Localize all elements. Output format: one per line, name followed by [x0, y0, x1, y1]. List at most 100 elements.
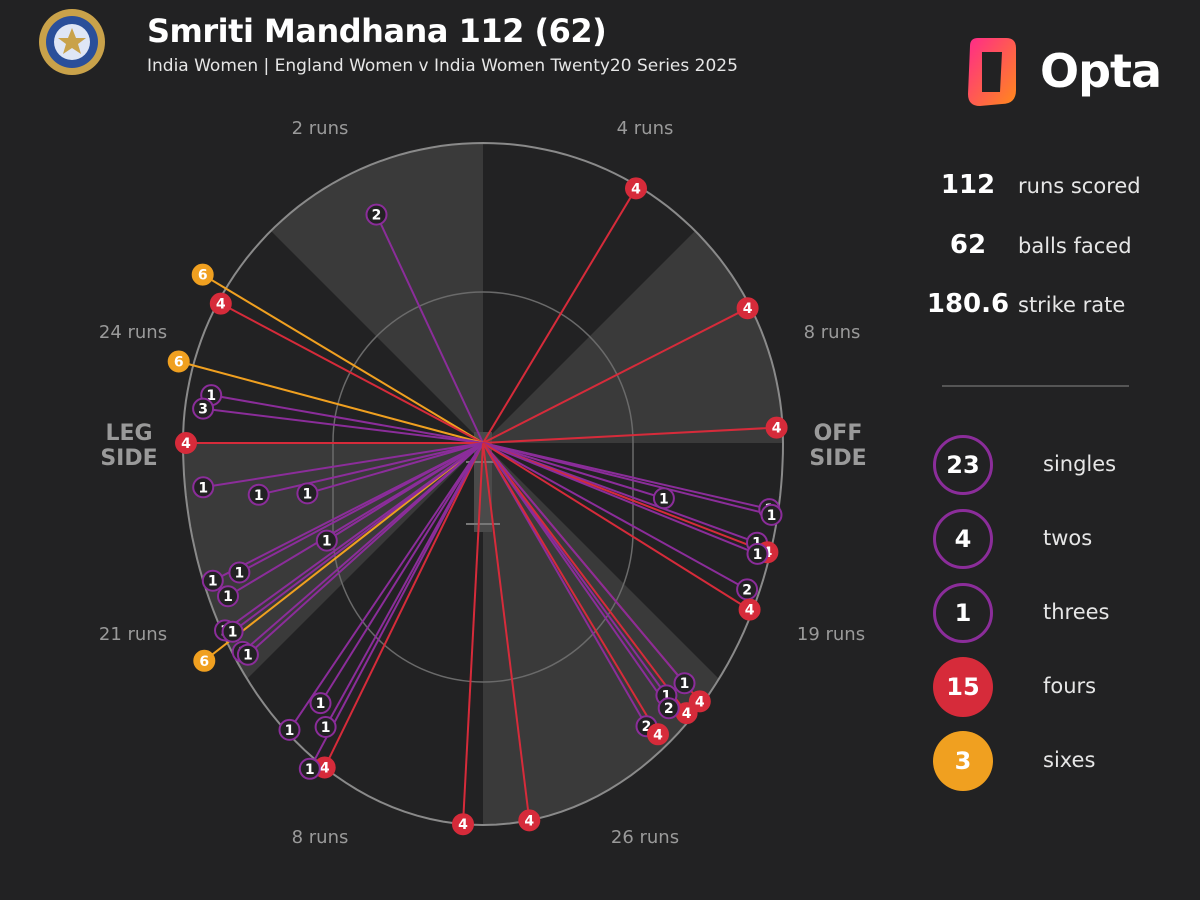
shot-line [482, 442, 665, 500]
shot-runs-label: 1 [223, 589, 233, 605]
shot-runs-label: 4 [653, 727, 663, 743]
wagon-wheel-chart: 2444646134111111161111111414411114124411… [99, 118, 867, 848]
shot-marker [765, 416, 788, 439]
shot-runs-label: 4 [772, 421, 782, 437]
shot-runs-label: 4 [695, 694, 705, 710]
stat-label: runs scored [1018, 174, 1141, 198]
shot-line [482, 307, 749, 444]
shot-marker [365, 203, 388, 226]
shot-runs-label: 1 [303, 486, 313, 502]
shot-runs-label: 6 [199, 654, 209, 670]
legend-row-sixes: 3 sixes [933, 731, 1163, 797]
stat-row: 112 runs scored [920, 170, 1160, 210]
shot-runs-label: 3 [198, 402, 208, 418]
shot-line [247, 442, 484, 656]
shot-marker [760, 503, 783, 526]
legend-label: threes [1043, 600, 1110, 624]
shot-runs-label: 2 [664, 701, 674, 717]
shot-line [308, 442, 484, 770]
shot-line [202, 273, 484, 444]
off-side-label: SIDE [809, 446, 866, 471]
shot-marker [217, 585, 239, 608]
shot-line [307, 442, 484, 495]
shot-line [326, 442, 484, 542]
shot-runs-label: 1 [208, 574, 218, 590]
shot-marker [167, 350, 190, 373]
shot-runs-label: 1 [254, 488, 264, 504]
shot-line [178, 360, 484, 444]
shot-runs-label: 6 [174, 355, 184, 371]
shot-marker [518, 809, 541, 832]
shot-marker [221, 620, 244, 643]
shot-line [482, 442, 748, 591]
legend-count: 15 [933, 657, 993, 717]
shot-line [211, 394, 484, 444]
shot-marker [296, 482, 319, 505]
shot-line [482, 442, 686, 684]
shot-marker [192, 476, 215, 499]
legend-count: 23 [933, 435, 993, 495]
shot-marker [452, 813, 474, 836]
legend-count: 3 [933, 731, 993, 791]
shot-marker [236, 643, 259, 666]
off-side-label: OFF [814, 421, 863, 446]
shot-runs-label: 1 [322, 534, 332, 550]
shot-marker [647, 723, 669, 746]
shot-line [375, 214, 484, 444]
shot-line [203, 442, 484, 662]
shot-line [203, 442, 484, 489]
stat-label: balls faced [1018, 234, 1132, 258]
stat-row: 62 balls faced [920, 230, 1160, 270]
shot-line [482, 426, 777, 444]
leg-side-label: SIDE [100, 446, 157, 471]
legend-label: sixes [1043, 748, 1096, 772]
stat-label: strike rate [1018, 293, 1126, 317]
sector-shade-straight-leg [270, 143, 483, 443]
shot-runs-label: 4 [320, 761, 330, 777]
bcci-logo-icon [39, 9, 105, 75]
sector-runs-label: 2 runs [292, 118, 349, 139]
shot-runs-label: 4 [743, 301, 753, 317]
shot-runs-label: 1 [680, 676, 690, 692]
shot-line [482, 442, 772, 516]
shot-line [258, 442, 484, 496]
shot-marker [625, 177, 647, 200]
shot-marker [209, 292, 232, 315]
shot-runs-label: 2 [742, 582, 752, 598]
shot-marker [298, 757, 321, 780]
shot-line [482, 442, 659, 735]
legend-row-threes: 1 threes [933, 583, 1163, 649]
legend-label: twos [1043, 526, 1093, 550]
sector-shade-off-upper [483, 230, 783, 443]
shot-marker [278, 718, 301, 741]
shot-runs-label: 1 [243, 648, 253, 664]
sector-runs-label: 8 runs [292, 827, 349, 848]
shot-marker [175, 432, 197, 454]
page-subtitle: India Women | England Women v India Wome… [147, 56, 738, 76]
stat-value: 180.6 [926, 289, 1010, 319]
shot-marker [191, 263, 214, 286]
shot-line [238, 442, 484, 574]
shot-runs-label: 4 [181, 436, 191, 452]
shot-marker [228, 561, 251, 584]
leg-side-label: LEG [105, 421, 152, 446]
legend-label: singles [1043, 452, 1117, 476]
shot-marker [309, 692, 332, 715]
shot-runs-label: 1 [228, 625, 238, 641]
shot-line [462, 442, 484, 825]
shot-marker [738, 598, 761, 621]
shot-marker [315, 529, 338, 552]
legend-label: fours [1043, 674, 1097, 698]
shot-runs-label: 1 [305, 762, 315, 778]
shot-runs-label: 6 [198, 268, 208, 284]
shot-line [482, 442, 670, 709]
shot-line [288, 442, 484, 731]
legend-row-fours: 15 fours [933, 657, 1163, 723]
shot-runs-label: 4 [458, 817, 468, 833]
sector-runs-label: 24 runs [99, 322, 167, 343]
sector-runs-label: 4 runs [617, 118, 674, 139]
legend-count: 4 [933, 509, 993, 569]
legend-row-singles: 23 singles [933, 435, 1163, 501]
shot-line [482, 187, 637, 444]
page-title: Smriti Mandhana 112 (62) [147, 12, 607, 50]
